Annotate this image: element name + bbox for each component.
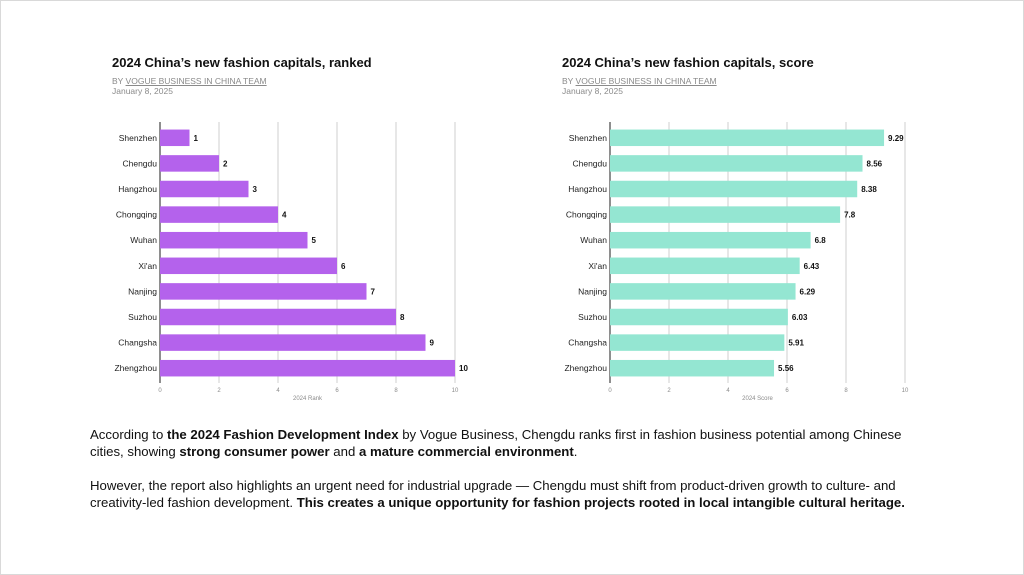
rank-value-label: 7 bbox=[371, 287, 376, 296]
score-value-label: 9.29 bbox=[888, 134, 904, 143]
score-value-label: 6.43 bbox=[804, 262, 820, 271]
rank-bar bbox=[160, 257, 337, 275]
rank-x-tick-label: 0 bbox=[158, 388, 162, 394]
rank-value-label: 5 bbox=[312, 236, 317, 245]
score-category-label: Wuhan bbox=[580, 235, 607, 245]
score-category-label: Chengdu bbox=[572, 158, 607, 168]
score-byline-org-link[interactable]: VOGUE BUSINESS IN CHINA TEAM bbox=[575, 76, 717, 86]
score-category-label: Hangzhou bbox=[568, 184, 607, 194]
score-category-label: Zhengzhou bbox=[564, 363, 607, 373]
score-chart-title: 2024 China’s new fashion capitals, score bbox=[562, 55, 814, 70]
rank-byline-org-link[interactable]: VOGUE BUSINESS IN CHINA TEAM bbox=[125, 76, 267, 86]
rank-bar bbox=[160, 308, 396, 326]
score-bar bbox=[610, 180, 858, 198]
score-category-label: Changsha bbox=[568, 338, 607, 348]
p1-text-a: According to bbox=[90, 427, 167, 442]
score-category-label: Shenzhen bbox=[569, 133, 608, 143]
score-value-label: 8.56 bbox=[867, 159, 883, 168]
rank-value-label: 2 bbox=[223, 159, 228, 168]
score-bar bbox=[610, 155, 863, 172]
rank-bar bbox=[160, 359, 455, 377]
score-chart-byline: BY VOGUE BUSINESS IN CHINA TEAM bbox=[562, 76, 717, 86]
score-bar bbox=[610, 257, 800, 275]
rank-chart-date: January 8, 2025 bbox=[112, 86, 173, 96]
p2-text-a: However, the report also highlights an u… bbox=[90, 478, 896, 510]
paragraph-index-summary: According to the 2024 Fashion Developmen… bbox=[90, 426, 930, 460]
rank-bar bbox=[160, 129, 190, 147]
p1-text-g: . bbox=[573, 444, 578, 459]
score-x-tick-label: 2 bbox=[667, 388, 671, 394]
score-byline-prefix: BY bbox=[562, 76, 576, 86]
rank-value-label: 4 bbox=[282, 211, 287, 220]
rank-chart: 2024 China’s new fashion capitals, ranke… bbox=[112, 55, 512, 402]
score-x-tick-label: 4 bbox=[726, 388, 730, 394]
score-chart: 2024 China’s new fashion capitals, score… bbox=[562, 55, 962, 402]
rank-category-label: Changsha bbox=[118, 338, 157, 348]
rank-category-label: Wuhan bbox=[130, 235, 157, 245]
score-category-label: Nanjing bbox=[578, 286, 607, 296]
rank-byline-prefix: BY bbox=[112, 76, 126, 86]
score-bar bbox=[610, 206, 841, 223]
score-value-label: 6.8 bbox=[815, 236, 827, 245]
score-value-label: 5.56 bbox=[778, 364, 794, 373]
score-x-tick-label: 10 bbox=[902, 388, 909, 394]
score-category-label: Suzhou bbox=[578, 312, 607, 322]
rank-value-label: 8 bbox=[400, 313, 405, 322]
score-x-tick-label: 6 bbox=[785, 388, 789, 394]
rank-x-tick-label: 2 bbox=[217, 388, 221, 394]
rank-value-label: 6 bbox=[341, 262, 346, 271]
rank-value-label: 1 bbox=[194, 134, 199, 143]
score-chart-plot: Shenzhen 9.29 Chengdu 8.56 Hangzhou 8.38 Chong… bbox=[564, 122, 909, 402]
score-x-tick-label: 8 bbox=[844, 388, 848, 394]
score-value-label: 8.38 bbox=[861, 185, 877, 194]
score-category-label: Chongqing bbox=[566, 210, 607, 220]
rank-x-tick-label: 10 bbox=[452, 388, 459, 394]
score-value-label: 7.8 bbox=[844, 211, 856, 220]
rank-bar bbox=[160, 283, 367, 300]
rank-chart-byline: BY VOGUE BUSINESS IN CHINA TEAM bbox=[112, 76, 267, 86]
rank-category-label: Zhengzhou bbox=[114, 363, 157, 373]
p1-bold-index: the 2024 Fashion Development Index bbox=[166, 427, 399, 442]
rank-bar bbox=[160, 231, 308, 249]
paragraph-upgrade-need: However, the report also highlights an u… bbox=[90, 477, 930, 511]
score-x-tick-label: 0 bbox=[608, 388, 612, 394]
rank-value-label: 10 bbox=[459, 364, 468, 373]
rank-bar bbox=[160, 334, 426, 351]
score-bar bbox=[610, 129, 885, 147]
score-bar bbox=[610, 334, 785, 351]
p1-text-c: by Vogue Business, Chengdu ranks first i… bbox=[90, 427, 902, 459]
p2-bold-opportunity: This creates a unique opportunity for fa… bbox=[296, 495, 905, 510]
p1-bold-commercial: a mature commercial environment bbox=[358, 444, 574, 459]
p1-text-e: and bbox=[329, 444, 359, 459]
rank-chart-title: 2024 China’s new fashion capitals, ranke… bbox=[112, 55, 372, 70]
rank-chart-plot: Shenzhen 1 Chengdu 2 Hangzhou 3 Chongqing 4 Wuha… bbox=[114, 122, 468, 402]
rank-bar bbox=[160, 206, 278, 223]
score-value-label: 5.91 bbox=[788, 339, 804, 348]
rank-x-tick-label: 8 bbox=[394, 388, 398, 394]
rank-category-label: Suzhou bbox=[128, 312, 157, 322]
rank-category-label: Hangzhou bbox=[118, 184, 157, 194]
rank-value-label: 9 bbox=[430, 339, 435, 348]
rank-x-tick-label: 6 bbox=[335, 388, 339, 394]
rank-x-tick-label: 4 bbox=[276, 388, 280, 394]
score-category-label: Xi'an bbox=[588, 261, 607, 271]
rank-category-label: Shenzhen bbox=[119, 133, 158, 143]
score-x-axis-title: 2024 Score bbox=[742, 396, 773, 402]
rank-category-label: Nanjing bbox=[128, 286, 157, 296]
rank-category-label: Chengdu bbox=[122, 158, 157, 168]
rank-bar bbox=[160, 180, 249, 198]
score-bar bbox=[610, 283, 796, 300]
rank-category-label: Chongqing bbox=[116, 210, 157, 220]
rank-x-axis-title: 2024 Rank bbox=[293, 396, 323, 402]
score-bar bbox=[610, 231, 811, 249]
score-bar bbox=[610, 308, 788, 326]
score-bar bbox=[610, 359, 775, 377]
score-value-label: 6.29 bbox=[800, 287, 816, 296]
rank-category-label: Xi'an bbox=[138, 261, 157, 271]
rank-bar bbox=[160, 155, 219, 172]
rank-value-label: 3 bbox=[253, 185, 258, 194]
p1-bold-consumer: strong consumer power bbox=[179, 444, 330, 459]
score-value-label: 6.03 bbox=[792, 313, 808, 322]
score-chart-date: January 8, 2025 bbox=[562, 86, 623, 96]
